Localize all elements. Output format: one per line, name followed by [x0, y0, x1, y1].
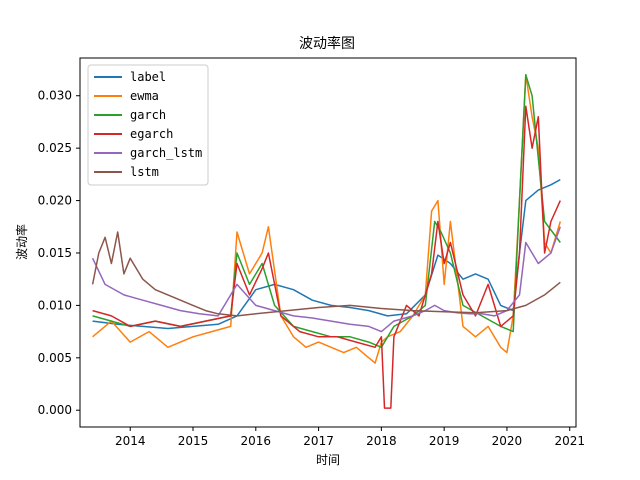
series-line-egarch — [92, 105, 561, 409]
x-tick-label: 2019 — [429, 434, 460, 448]
y-tick-label: 0.015 — [38, 246, 72, 260]
x-axis-label: 时间 — [316, 453, 340, 467]
y-tick-label: 0.005 — [38, 351, 72, 365]
legend-label: garch_lstm — [130, 146, 202, 160]
x-tick-label: 2017 — [303, 434, 334, 448]
legend-label: lstm — [130, 165, 159, 179]
chart-title: 波动率图 — [299, 35, 355, 52]
x-axis: 2014 2015 2016 2017 2018 2019 2020 2021 — [115, 427, 585, 448]
x-tick-label: 2021 — [554, 434, 585, 448]
legend-label: label — [130, 70, 166, 84]
legend-label: garch — [130, 108, 166, 122]
y-tick-label: 0.025 — [38, 141, 72, 155]
x-tick-label: 2020 — [492, 434, 523, 448]
series-line-lstm — [91, 231, 561, 317]
y-axis-label: 波动率 — [14, 224, 29, 260]
x-tick-label: 2014 — [115, 434, 146, 448]
legend-label: egarch — [130, 127, 173, 141]
y-tick-label: 0.030 — [38, 89, 72, 103]
x-tick-label: 2015 — [178, 434, 209, 448]
series-line-garch-lstm — [91, 226, 562, 333]
y-tick-label: 0.000 — [38, 403, 72, 417]
x-tick-label: 2018 — [366, 434, 397, 448]
y-tick-label: 0.010 — [38, 298, 72, 312]
x-tick-label: 2016 — [241, 434, 272, 448]
legend-label: ewma — [130, 89, 159, 103]
y-axis: 0.000 0.005 0.010 0.015 0.020 0.025 0.030 — [38, 89, 80, 417]
plot-frame — [79, 57, 577, 428]
y-tick-label: 0.020 — [38, 194, 72, 208]
